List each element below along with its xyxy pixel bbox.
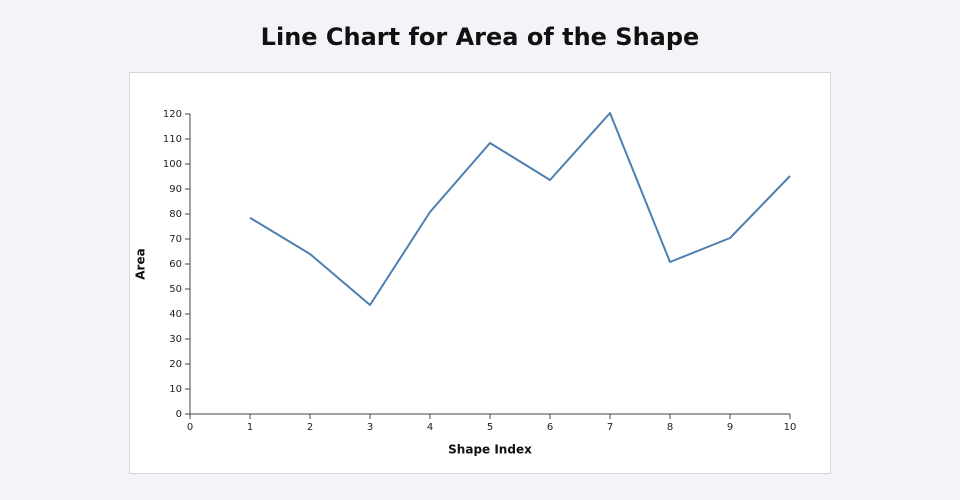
- x-tick-label: 1: [247, 422, 253, 433]
- y-tick-label: 40: [169, 309, 182, 320]
- y-tick-label: 50: [169, 284, 182, 295]
- x-tick-label: 10: [784, 422, 797, 433]
- x-tick-label: 9: [727, 422, 733, 433]
- y-tick-label: 110: [163, 134, 182, 145]
- x-tick-label: 4: [427, 422, 433, 433]
- x-axis-title: Shape Index: [448, 443, 532, 457]
- y-tick-label: 80: [169, 209, 182, 220]
- y-tick-label: 10: [169, 384, 182, 395]
- x-tick-label: 6: [547, 422, 553, 433]
- x-tick-label: 0: [187, 422, 193, 433]
- x-tick-label: 7: [607, 422, 613, 433]
- x-tick-label: 8: [667, 422, 673, 433]
- y-tick-label: 60: [169, 259, 182, 270]
- y-tick-label: 0: [176, 409, 182, 420]
- chart-title: Line Chart for Area of the Shape: [261, 23, 700, 51]
- y-tick-label: 70: [169, 234, 182, 245]
- chart-panel: [129, 72, 831, 474]
- line-series: [249, 112, 791, 306]
- y-tick-label: 120: [163, 109, 182, 120]
- x-tick-label: 2: [307, 422, 313, 433]
- y-tick-label: 90: [169, 184, 182, 195]
- y-axis-title: Area: [134, 248, 148, 279]
- x-tick-label: 5: [487, 422, 493, 433]
- x-tick-label: 3: [367, 422, 373, 433]
- y-tick-label: 30: [169, 334, 182, 345]
- y-tick-label: 20: [169, 359, 182, 370]
- y-tick-label: 100: [163, 159, 182, 170]
